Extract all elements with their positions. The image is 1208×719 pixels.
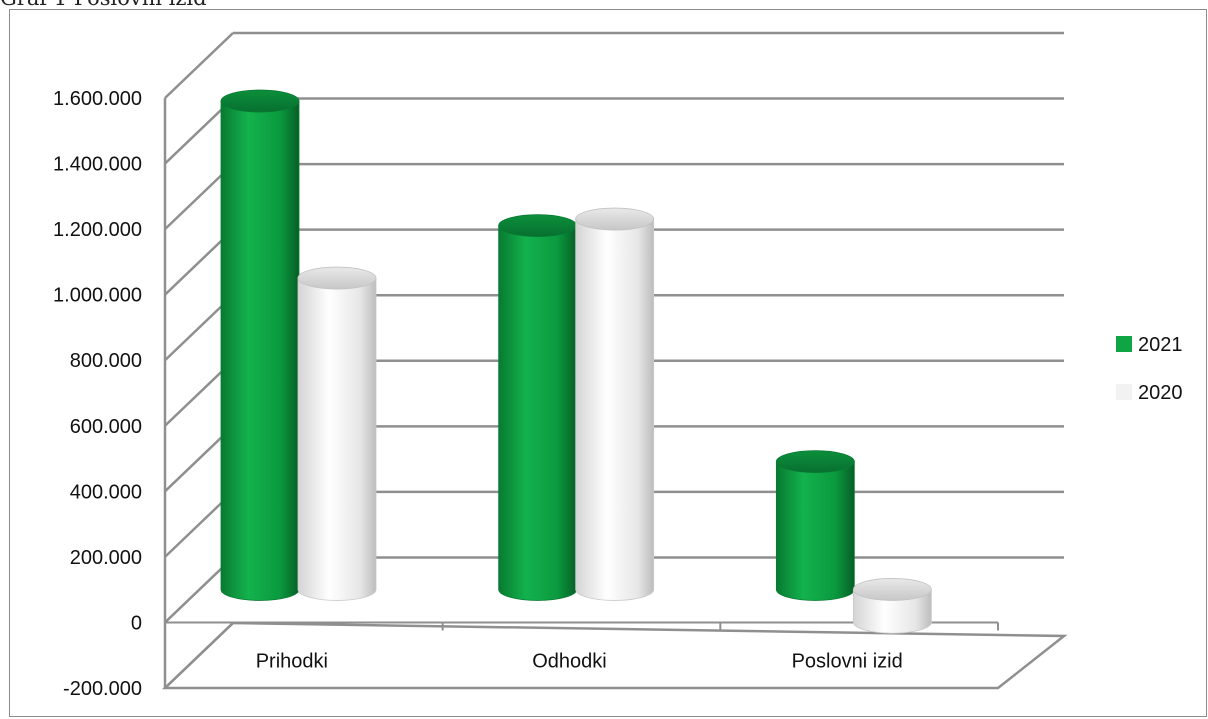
y-tick-label: 0 [131, 612, 142, 634]
y-tick-label: -200.000 [63, 678, 142, 700]
y-tick-label: 200.000 [70, 547, 142, 569]
x-category-label: Prihodki [256, 650, 328, 672]
bar [852, 578, 932, 634]
legend-swatch [1116, 384, 1132, 400]
bar [297, 266, 377, 601]
y-tick-label: 1.400.000 [53, 154, 142, 176]
gridline-depth [164, 32, 234, 99]
bar [498, 214, 578, 601]
bar [775, 450, 855, 601]
x-category-label: Poslovni izid [792, 650, 903, 672]
chart-floor [161, 621, 1068, 690]
legend-label: 2021 [1138, 334, 1183, 356]
y-tick-label: 400.000 [70, 481, 142, 503]
legend-label: 2020 [1138, 382, 1183, 404]
x-category-label: Odhodki [532, 650, 607, 672]
y-tick-label: 600.000 [70, 416, 142, 438]
chart-frame [9, 9, 1207, 717]
y-tick-label: 1.000.000 [53, 285, 142, 307]
y-tick-label: 1.600.000 [53, 88, 142, 110]
y-tick-label: 1.200.000 [53, 219, 142, 241]
bar [220, 89, 300, 601]
y-tick-label: 800.000 [70, 350, 142, 372]
figure-caption: Graf 1 Poslovni izid [0, 0, 207, 10]
bar [575, 207, 655, 601]
legend-swatch [1116, 336, 1132, 352]
